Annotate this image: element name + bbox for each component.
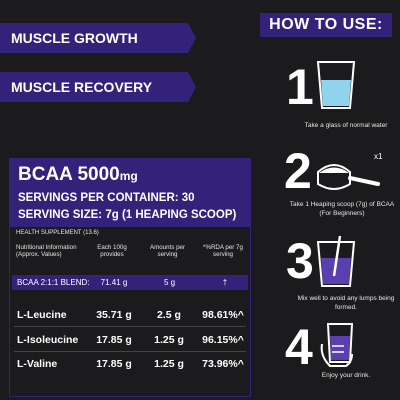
blend-row: BCAA 2:1:1 BLEND: 71.41 g 5 g † — [12, 275, 248, 290]
table-row: L-Valine 17.85 g 1.25 g 73.96%^ — [12, 358, 248, 374]
water-glass-icon — [316, 61, 356, 109]
scoop-icon — [317, 164, 380, 190]
step-number: 2 — [284, 143, 312, 199]
row-name: L-Isoleucine — [17, 334, 79, 346]
blend-rda: † — [222, 278, 228, 287]
product-title-text: BCAA 5000 — [18, 164, 120, 185]
scoop-count-badge: x1 — [374, 152, 383, 161]
row-per100: 17.85 g — [96, 334, 132, 346]
step-caption: Take a glass of normal water — [304, 122, 388, 129]
nutrition-table: HEALTH SUPPLEMENT (13.6) Nutritional Inf… — [9, 226, 251, 397]
nutrition-panel: BCAA 5000mg SERVINGS PER CONTAINER: 30 S… — [9, 158, 251, 397]
how-to-use-title: HOW TO USE: — [260, 13, 392, 37]
header-each-100g: Each 100g provides — [97, 244, 127, 258]
blend-per100: 71.41 g — [100, 278, 128, 287]
table-row: L-Leucine 35.71 g 2.5 g 98.61%^ — [12, 309, 248, 325]
row-per100: 35.71 g — [96, 309, 132, 321]
step-caption: Take 1 Heaping scoop (7g) of BCAA (For B… — [289, 201, 395, 217]
row-rda: 73.96%^ — [202, 358, 244, 370]
step-number: 4 — [285, 319, 313, 375]
table-row: L-Isoleucine 17.85 g 1.25 g 96.15%^ — [12, 334, 248, 350]
hand-holding-glass-icon — [320, 323, 354, 367]
mixing-glass-icon — [316, 235, 356, 287]
serving-size: SERVING SIZE: 7g (1 HEAPING SCOOP) — [18, 209, 237, 221]
muscle-recovery-label: MUSCLE RECOVERY — [11, 79, 153, 95]
header-rda: *%RDA per 7g serving — [203, 244, 243, 258]
step-number: 1 — [286, 59, 314, 115]
row-rda: 96.15%^ — [202, 334, 244, 346]
row-amount: 2.5 g — [157, 309, 181, 321]
muscle-growth-label: MUSCLE GROWTH — [11, 30, 138, 46]
row-divider — [14, 351, 246, 352]
row-per100: 17.85 g — [96, 358, 132, 370]
row-rda: 98.61%^ — [202, 309, 244, 321]
muscle-growth-banner: MUSCLE GROWTH — [0, 23, 196, 53]
step-caption: Mix well to avoid any lumps being formed… — [297, 295, 395, 311]
step-caption: Enjoy your drink. — [321, 372, 371, 379]
header-nutritional-info: Nutritional Information (Approx. Values) — [16, 244, 77, 258]
step-number: 3 — [286, 233, 314, 289]
blend-name: BCAA 2:1:1 BLEND: — [17, 278, 90, 287]
row-name: L-Leucine — [17, 309, 67, 321]
health-supplement-label: HEALTH SUPPLEMENT (13.6) — [16, 230, 99, 236]
row-amount: 1.25 g — [154, 334, 184, 346]
muscle-recovery-banner: MUSCLE RECOVERY — [0, 72, 196, 102]
row-amount: 1.25 g — [154, 358, 184, 370]
row-name: L-Valine — [17, 358, 58, 370]
product-title-unit: mg — [119, 169, 138, 183]
product-title: BCAA 5000mg — [18, 164, 138, 186]
header-amount-per-serving: Amounts per serving — [149, 244, 186, 258]
row-divider — [14, 326, 246, 327]
blend-amount: 5 g — [163, 278, 176, 287]
product-header: BCAA 5000mg SERVINGS PER CONTAINER: 30 S… — [9, 158, 251, 226]
servings-per-container: SERVINGS PER CONTAINER: 30 — [18, 192, 195, 204]
